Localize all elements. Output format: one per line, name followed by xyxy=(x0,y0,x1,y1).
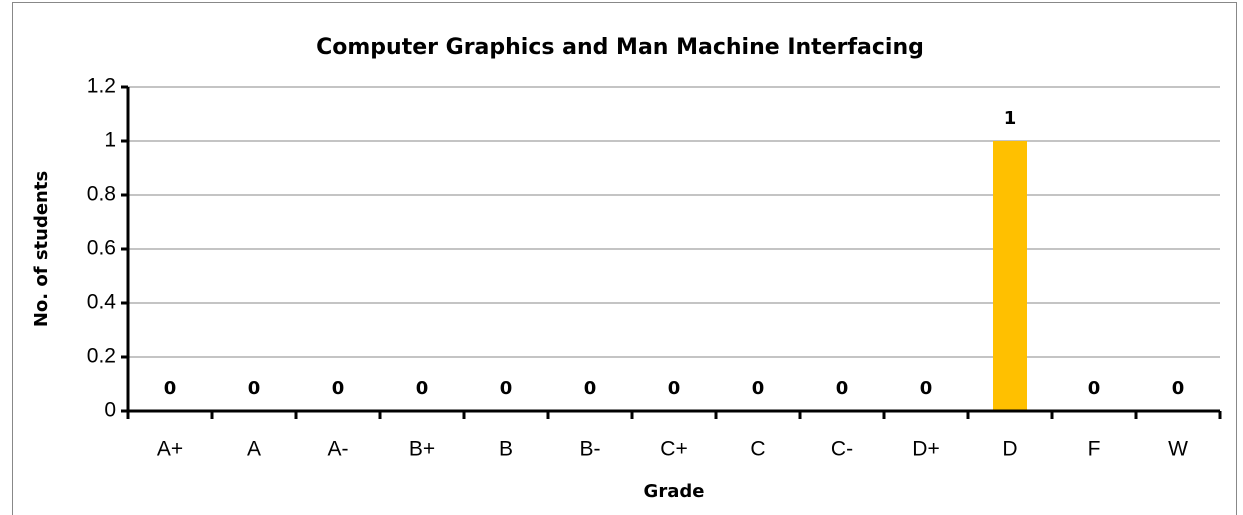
x-tick-label: D+ xyxy=(912,438,939,461)
y-tick-label: 1 xyxy=(104,129,116,152)
y-tick-label: 0.4 xyxy=(87,291,117,314)
x-tick-label: C+ xyxy=(660,438,687,461)
x-tick-label: F xyxy=(1088,438,1101,461)
x-tick-label: B+ xyxy=(409,438,435,461)
data-label: 0 xyxy=(836,378,849,399)
y-tick-label: 0 xyxy=(104,399,116,422)
x-tick-label: B- xyxy=(580,438,601,461)
data-label: 1 xyxy=(1004,108,1017,129)
data-label: 0 xyxy=(752,378,765,399)
x-axis-label: Grade xyxy=(644,481,705,502)
x-tick-label: W xyxy=(1168,438,1188,461)
x-tick-label: A+ xyxy=(157,438,183,461)
x-tick-label: D xyxy=(1002,438,1017,461)
data-label: 0 xyxy=(248,378,261,399)
x-tick-label: C xyxy=(750,438,765,461)
data-label: 0 xyxy=(584,378,597,399)
chart-title: Computer Graphics and Man Machine Interf… xyxy=(316,35,924,60)
data-label: 0 xyxy=(416,378,429,399)
data-label: 0 xyxy=(332,378,345,399)
x-tick-label: B xyxy=(499,438,513,461)
data-label: 0 xyxy=(920,378,933,399)
y-tick-label: 0.6 xyxy=(87,237,116,260)
y-tick-label: 0.2 xyxy=(87,345,116,368)
data-label: 0 xyxy=(1172,378,1185,399)
y-tick-label: 0.8 xyxy=(87,183,116,206)
x-tick-label: A xyxy=(247,438,261,461)
x-tick-label: A- xyxy=(328,438,349,461)
y-axis-label: No. of students xyxy=(31,171,52,327)
chart-border xyxy=(12,2,1237,515)
data-label: 0 xyxy=(500,378,513,399)
data-label: 0 xyxy=(164,378,177,399)
data-label: 0 xyxy=(668,378,681,399)
x-tick-label: C- xyxy=(831,438,853,461)
y-tick-label: 1.2 xyxy=(87,75,116,98)
data-label: 0 xyxy=(1088,378,1101,399)
bar xyxy=(993,141,1027,411)
